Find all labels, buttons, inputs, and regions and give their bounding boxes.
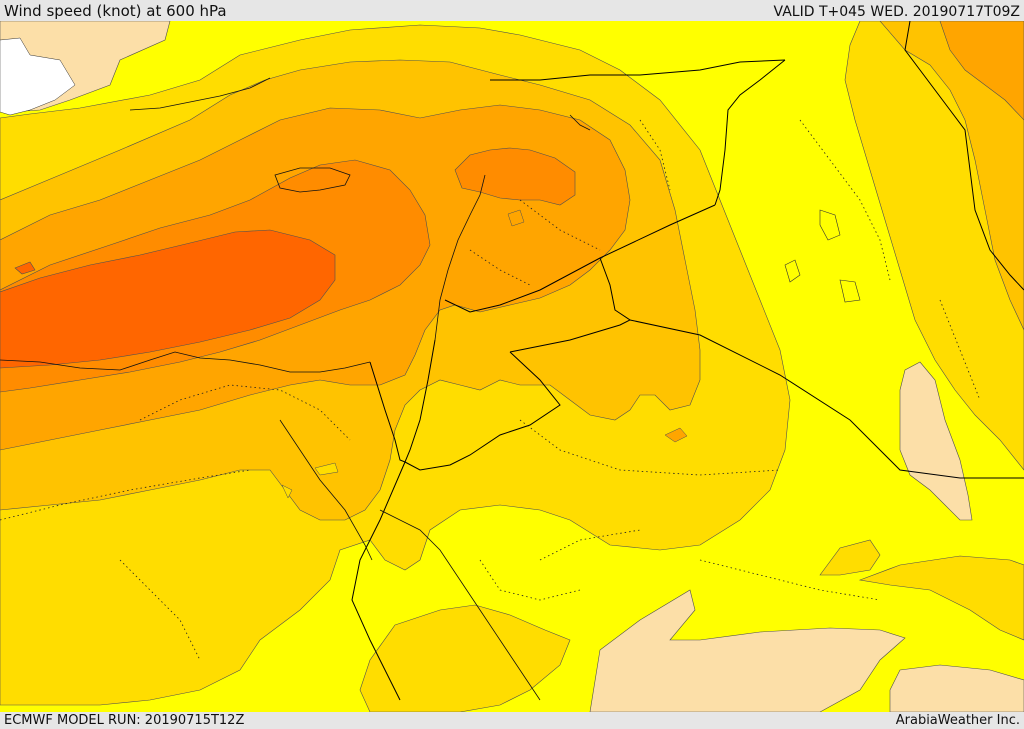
model-run: ECMWF MODEL RUN: 20190715T12Z	[4, 713, 245, 728]
band-high	[0, 229, 336, 369]
footer-bar: ECMWF MODEL RUN: 20190715T12Z ArabiaWeat…	[0, 712, 1024, 729]
islands	[784, 209, 861, 303]
credit-label: ArabiaWeather Inc.	[895, 713, 1020, 728]
coastlines	[0, 77, 591, 701]
wind-speed-map[interactable]	[0, 21, 1024, 712]
valid-time: VALID T+045 WED. 20190717T09Z	[773, 4, 1020, 20]
admin-boundaries	[0, 119, 981, 661]
header-bar: Wind speed (knot) at 600 hPa VALID T+045…	[0, 0, 1024, 21]
map-title: Wind speed (knot) at 600 hPa	[4, 2, 227, 20]
country-borders	[351, 21, 1024, 701]
white-patch	[0, 37, 76, 116]
small-patches	[507, 209, 688, 443]
small-patches-low	[281, 462, 339, 499]
